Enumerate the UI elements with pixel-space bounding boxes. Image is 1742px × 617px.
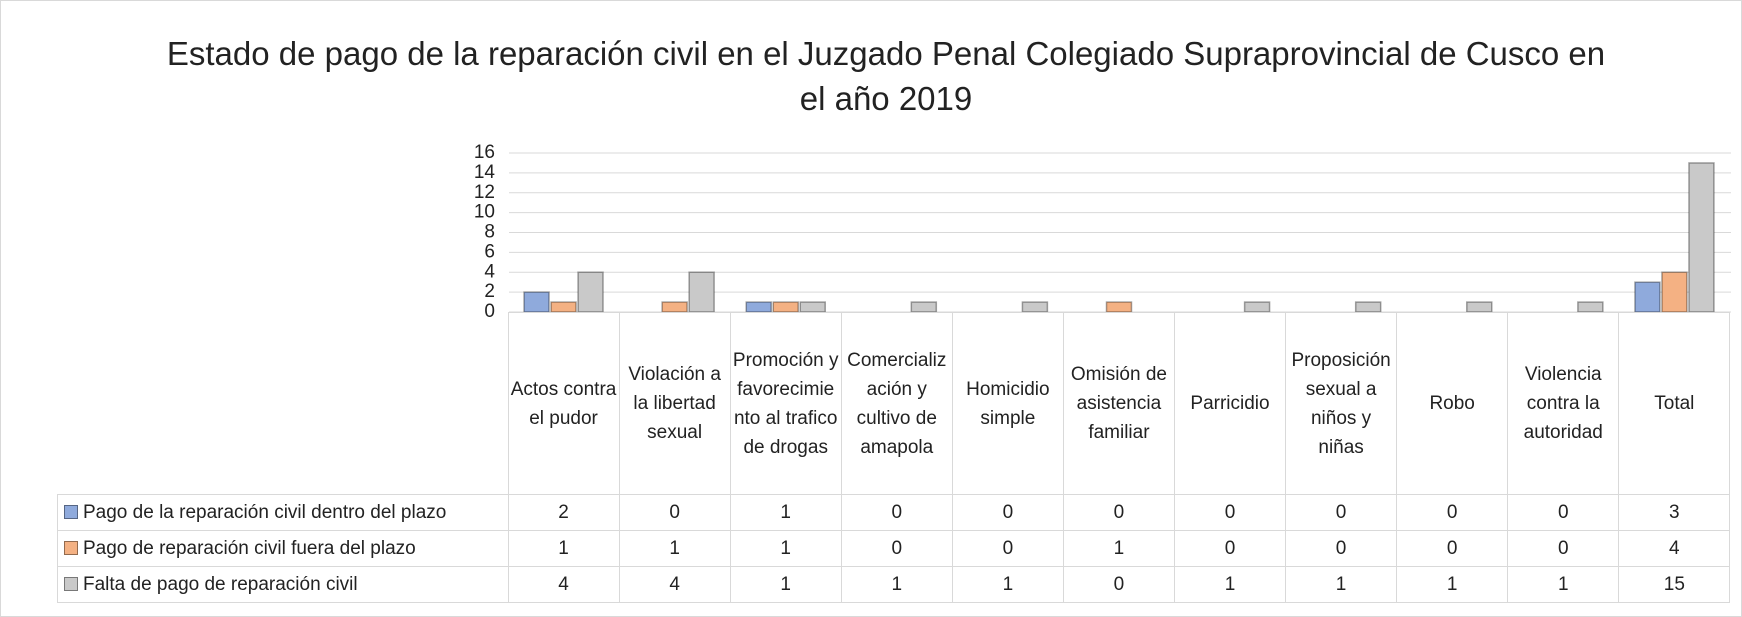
- legend-key: [64, 577, 78, 591]
- table-value: 1: [729, 530, 842, 567]
- legend-item: Pago de la reparación civil dentro del p…: [57, 494, 509, 531]
- chart-title: Estado de pago de la reparación civil en…: [166, 35, 1606, 117]
- y-tick-label: 0: [484, 301, 495, 322]
- y-tick-label: 16: [474, 142, 495, 163]
- table-value: 1: [618, 530, 731, 567]
- category-label: Homicidio simple: [951, 312, 1064, 495]
- category-label: Parricidio: [1173, 312, 1287, 495]
- y-tick-label: 14: [474, 162, 496, 183]
- y-tick-label: 6: [484, 241, 495, 262]
- bar: [661, 301, 688, 313]
- table-value: 15: [1618, 566, 1731, 603]
- legend-item: Falta de pago de reparación civil: [57, 566, 509, 603]
- table-value: 1: [1285, 566, 1398, 603]
- legend-key: [64, 505, 78, 519]
- table-value: 1: [840, 566, 953, 603]
- category-label: Comercialización y cultivo de amapola: [840, 312, 953, 495]
- table-value: 1: [951, 566, 1064, 603]
- table-header-row: Actos contra el pudor Violación a la libe…: [57, 312, 1731, 495]
- legend-label: Falta de pago de reparación civil: [83, 574, 358, 595]
- y-tick-label: 10: [474, 202, 495, 223]
- category-label: Total: [1618, 312, 1731, 495]
- category-label: Robo: [1396, 312, 1509, 495]
- table-value: 0: [951, 530, 1064, 567]
- bar: [688, 271, 715, 313]
- bar: [1634, 281, 1661, 313]
- y-tick-label: 2: [484, 281, 495, 302]
- data-table: Actos contra el pudor Violación a la libe…: [57, 312, 1731, 603]
- table-row: Pago de reparación civil fuera del plazo…: [57, 530, 1731, 567]
- table-value: 0: [1396, 494, 1509, 531]
- bar: [745, 301, 772, 313]
- bar: [550, 301, 577, 313]
- bar: [523, 291, 550, 313]
- table-value: 4: [618, 566, 731, 603]
- bar: [1354, 301, 1382, 313]
- legend-key: [64, 541, 78, 555]
- table-value: 1: [1396, 566, 1509, 603]
- bar: [1661, 271, 1688, 313]
- category-label: Omisión de asistencia familiar: [1062, 312, 1175, 495]
- table-corner: [57, 312, 509, 495]
- table-value: 1: [1062, 530, 1175, 567]
- table-value: 0: [618, 494, 731, 531]
- category-label: Proposición sexual a niños y niñas: [1285, 312, 1398, 495]
- legend-item: Pago de reparación civil fuera del plazo: [57, 530, 509, 567]
- y-tick-label: 4: [484, 261, 495, 282]
- y-tick-label: 8: [484, 222, 495, 243]
- table-value: 0: [951, 494, 1064, 531]
- table-value: 1: [1507, 566, 1620, 603]
- table-value: 0: [1285, 494, 1398, 531]
- category-label: Promoción y favorecimiento al trafico de…: [729, 312, 842, 495]
- table-value: 0: [840, 530, 953, 567]
- table-value: 0: [1062, 566, 1175, 603]
- bar: [1577, 301, 1604, 313]
- table-value: 0: [1507, 494, 1620, 531]
- table-value: 0: [1062, 494, 1175, 531]
- table-value: 1: [507, 530, 620, 567]
- legend-label: Pago de reparación civil fuera del plazo: [83, 538, 416, 559]
- table-value: 1: [729, 566, 842, 603]
- table-value: 4: [1618, 530, 1731, 567]
- bar: [1466, 301, 1493, 313]
- bar: [910, 301, 938, 313]
- bar: [1688, 162, 1715, 313]
- bar: [1021, 301, 1049, 313]
- bar: [1243, 301, 1271, 313]
- table-value: 1: [1173, 566, 1287, 603]
- category-label: Actos contra el pudor: [507, 312, 620, 495]
- table-value: 4: [507, 566, 620, 603]
- bar: [1105, 301, 1133, 313]
- category-label: Violación a la libertad sexual: [618, 312, 731, 495]
- table-value: 2: [507, 494, 620, 531]
- bar: [799, 301, 826, 313]
- bar: [772, 301, 799, 313]
- category-label: Violencia contra la autoridad: [1507, 312, 1620, 495]
- table-row: Pago de la reparación civil dentro del p…: [57, 494, 1731, 531]
- table-value: 0: [1173, 530, 1287, 567]
- bar: [577, 271, 604, 313]
- table-value: 0: [840, 494, 953, 531]
- table-value: 0: [1173, 494, 1287, 531]
- table-value: 0: [1285, 530, 1398, 567]
- table-value: 0: [1507, 530, 1620, 567]
- y-tick-label: 12: [474, 182, 495, 203]
- table-value: 1: [729, 494, 842, 531]
- table-value: 3: [1618, 494, 1731, 531]
- legend-label: Pago de la reparación civil dentro del p…: [83, 502, 447, 523]
- table-row: Falta de pago de reparación civil 4 4 1 1 1 0 1…: [57, 566, 1731, 603]
- table-value: 0: [1396, 530, 1509, 567]
